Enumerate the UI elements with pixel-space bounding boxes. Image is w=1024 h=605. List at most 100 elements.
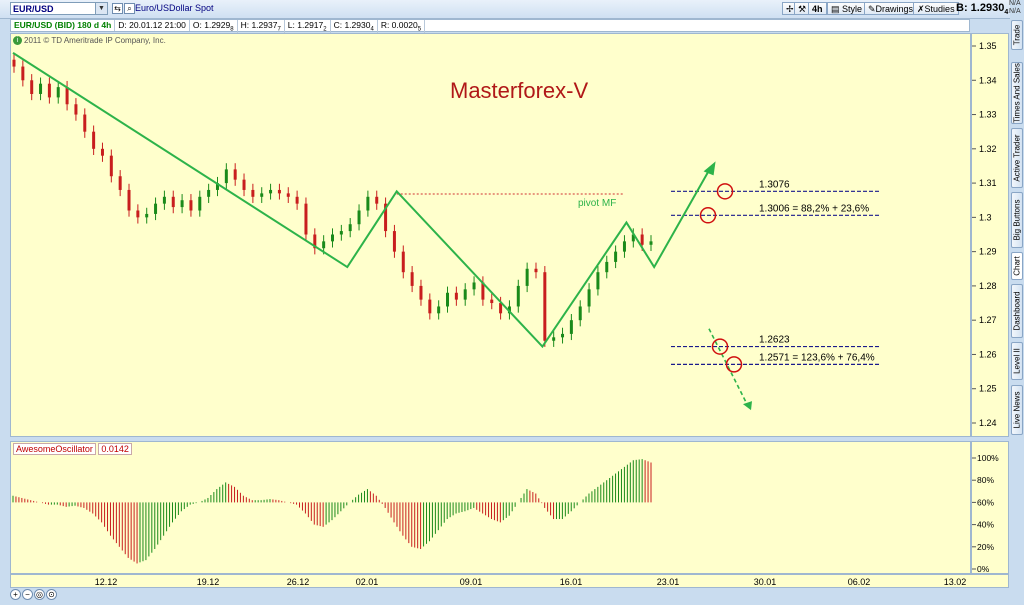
candle	[401, 245, 405, 279]
zoom-controls: + − ◎ ⊙	[10, 588, 65, 601]
candle	[224, 163, 228, 190]
crosshair-icon: ✢	[786, 4, 794, 14]
oscillator-name[interactable]: AwesomeOscillator	[13, 443, 96, 455]
drawings-button[interactable]: ✎Drawings	[864, 2, 918, 15]
candle-body	[83, 114, 87, 132]
candle	[118, 170, 122, 197]
osc-tick-label: 80%	[977, 475, 994, 485]
candle-body	[366, 196, 370, 211]
side-tab-big-buttons[interactable]: Big Buttons	[1011, 192, 1023, 248]
series-tag[interactable]: EUR/USD (BID) 180 d 4h	[11, 20, 116, 31]
y-tick-label: 1.31	[979, 178, 997, 188]
symbol-value: EUR/USD	[13, 4, 54, 14]
candle-body	[189, 200, 193, 211]
candle-body	[490, 299, 494, 304]
wrench-icon: ⚒	[798, 4, 807, 14]
range-text: R: 0.0020	[380, 20, 418, 30]
candle	[543, 266, 547, 347]
candle-body	[481, 282, 485, 300]
y-tick-label: 1.24	[979, 418, 997, 428]
timeframe-button[interactable]: 4h	[808, 2, 827, 15]
side-tab-live-news[interactable]: Live News	[1011, 385, 1023, 435]
up-arrow-icon	[703, 161, 716, 176]
x-tick-label: 26.12	[287, 577, 310, 587]
zoom-out-icon[interactable]: −	[22, 589, 33, 600]
candle-body	[21, 66, 25, 81]
y-tick-label: 1.33	[979, 110, 997, 120]
candle	[516, 279, 520, 313]
candle-body	[313, 234, 317, 249]
candle-body	[207, 189, 211, 197]
candle	[100, 142, 104, 162]
candle	[366, 190, 370, 217]
toolbar: EUR/USD ▼ ⇆ ⌕ Euro/USDollar Spot ✢ ⚒ 4h …	[0, 0, 1021, 19]
side-tab-trade[interactable]: Trade	[1011, 20, 1023, 50]
candle-body	[446, 292, 450, 307]
style-button[interactable]: ▤ Style	[827, 2, 867, 15]
down-arrow-icon	[743, 401, 752, 411]
time-axis[interactable]: 12.12 19.12 26.12 02.01 09.01 16.01 23.01 30.01…	[10, 574, 1009, 588]
zoom-fit-icon[interactable]: ◎	[34, 589, 45, 600]
candle	[587, 283, 591, 313]
na-label: N/A	[1009, 0, 1021, 7]
candle-body	[162, 196, 166, 204]
oscillator-header: AwesomeOscillator 0.0142	[13, 443, 132, 455]
side-tab-active-trader[interactable]: Active Trader	[1011, 128, 1023, 188]
candle-body	[233, 169, 237, 180]
price-chart-panel[interactable]: i 2011 © TD Ameritrade IP Company, Inc. p…	[10, 33, 971, 437]
zoom-reset-icon[interactable]: ⊙	[46, 589, 57, 600]
zoom-in-icon[interactable]: +	[10, 589, 21, 600]
side-tab-chart[interactable]: Chart	[1011, 252, 1023, 280]
chart-title: Masterforex-V	[450, 78, 588, 103]
candle-body	[47, 83, 51, 98]
price-axis-labels: 1.35 1.34 1.33 1.32 1.31 1.3 1.29 1.28 1.27 1.26 1…	[972, 41, 997, 428]
side-tab-label: Active Trader	[1012, 134, 1022, 182]
candle-body	[171, 196, 175, 208]
candle	[339, 224, 343, 241]
link-icon[interactable]: ⇆	[112, 3, 123, 14]
side-tab-level-ii[interactable]: Level II	[1011, 342, 1023, 380]
style-icon: ▤	[831, 4, 840, 14]
side-tab-label: Trade	[1012, 24, 1022, 46]
oscillator-panel[interactable]: AwesomeOscillator 0.0142	[10, 441, 971, 574]
quote-info-bar: EUR/USD (BID) 180 d 4h D: 20.01.12 21:00 O…	[10, 19, 970, 36]
x-tick-label: 23.01	[657, 577, 680, 587]
candle	[295, 190, 299, 210]
side-tab-times-and-sales[interactable]: Times And Sales	[1011, 62, 1023, 124]
candle-body	[525, 268, 529, 286]
osc-tick-label: 100%	[977, 453, 999, 463]
candle	[251, 183, 255, 203]
target-circle	[725, 356, 743, 373]
candle	[83, 108, 87, 138]
lookup-icon[interactable]: ⌕	[124, 3, 135, 14]
high-value: H: 1.29377	[238, 20, 285, 36]
candle-body	[401, 251, 405, 273]
candle-body	[286, 193, 290, 197]
candle	[92, 125, 96, 155]
candle-body	[295, 196, 299, 204]
candle-body	[392, 231, 396, 252]
side-tab-dashboard[interactable]: Dashboard	[1011, 284, 1023, 338]
price-chart[interactable]: pivot MF 1.3076 1.3006 = 88,2% + 23,6% 1.2…	[11, 34, 971, 437]
chevron-down-icon[interactable]: ▼	[95, 3, 107, 14]
side-tab-label: Dashboard	[1012, 291, 1022, 331]
studies-icon: ✗	[917, 4, 925, 14]
candle-body	[631, 234, 635, 242]
candle	[357, 204, 361, 231]
candle-body	[605, 261, 609, 273]
low-sub: 2	[323, 26, 327, 33]
candle-body	[552, 337, 556, 341]
target-level-label: 1.2623	[759, 335, 790, 346]
x-tick-label: 13.02	[944, 577, 967, 587]
candle-body	[154, 203, 158, 214]
close-value: C: 1.29304	[331, 20, 378, 36]
open-text: O: 1.2929	[192, 20, 231, 30]
candle-body	[127, 189, 131, 211]
candle	[127, 183, 131, 217]
candle-body	[30, 80, 34, 94]
range-sub: 5	[417, 26, 422, 33]
price-axis[interactable]: 1.35 1.34 1.33 1.32 1.31 1.3 1.29 1.28 1.27 1.26 1…	[971, 33, 1009, 437]
symbol-input[interactable]: EUR/USD ▼	[10, 2, 108, 15]
studies-button[interactable]: ✗Studies	[913, 2, 959, 15]
candle	[154, 197, 158, 221]
